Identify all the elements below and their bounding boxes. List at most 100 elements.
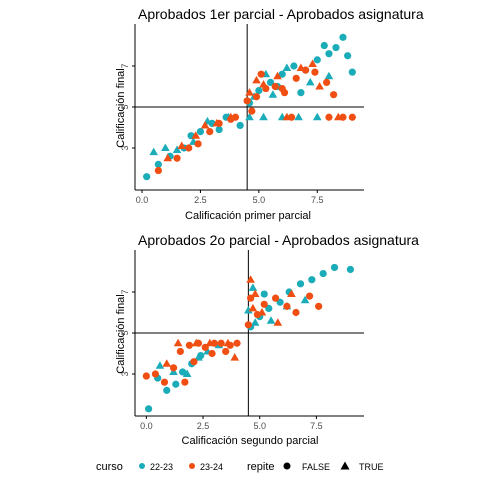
data-point-circle [344, 52, 352, 60]
data-point-triangle [324, 71, 334, 80]
data-point-circle [142, 372, 150, 380]
data-point-triangle [266, 316, 276, 324]
data-point-circle [325, 113, 333, 121]
x-tick-label: 7.5 [310, 421, 323, 431]
x-tick-label: 0.0 [136, 195, 149, 205]
panel-segundo-parcial: Aprobados 2o parcial - Aprobados asignat… [115, 232, 419, 447]
data-point-circle [325, 50, 333, 58]
data-point-circle [163, 386, 171, 394]
data-point-circle [278, 70, 286, 78]
data-point-circle [181, 378, 189, 386]
data-point-circle [233, 339, 241, 347]
data-point-circle [257, 70, 265, 78]
data-point-triangle [223, 338, 233, 347]
x-axis-label: Calificación primer parcial [185, 210, 311, 222]
y-tick-label: 5 [120, 104, 130, 109]
chart-title: Aprobados 2o parcial - Aprobados asignat… [138, 232, 419, 248]
data-point-triangle [273, 71, 282, 80]
y-tick-label: 5 [120, 330, 130, 335]
data-point-circle [292, 308, 300, 317]
data-point-circle [222, 347, 230, 356]
data-point-circle [348, 113, 356, 121]
data-point-circle [311, 68, 319, 76]
legend-label-repite-true: TRUE [359, 462, 384, 472]
data-point-circle [172, 380, 180, 388]
data-point-circle [255, 87, 263, 95]
data-point-circle [320, 41, 328, 50]
data-point-triangle [194, 353, 203, 361]
data-point-triangle [149, 147, 158, 156]
chart-title: Aprobados 1er parcial - Aprobados asigna… [138, 6, 424, 22]
data-point-triangle [244, 305, 253, 314]
legend-label-curso-22-23: 22-23 [150, 462, 173, 472]
x-axis-label: Calificación segundo parcial [182, 435, 319, 447]
data-point-triangle [257, 308, 267, 316]
data-point-circle [315, 302, 323, 310]
legend-title-repite: repite [247, 461, 275, 473]
data-point-triangle [259, 79, 268, 88]
data-point-circle [339, 33, 347, 41]
data-point-triangle [315, 82, 324, 90]
data-point-circle [283, 302, 291, 310]
data-point-circle [330, 263, 339, 272]
data-point-circle [308, 276, 316, 284]
panel-primer-parcial: Aprobados 1er parcial - Aprobados asigna… [115, 6, 424, 222]
data-point-circle [271, 82, 279, 91]
data-point-triangle [248, 303, 258, 312]
data-point-triangle [252, 75, 261, 84]
data-point-triangle [333, 112, 343, 121]
y-axis-label: Calificación final [115, 68, 127, 147]
data-point-circle [215, 125, 223, 134]
data-point-triangle [287, 289, 296, 298]
data-point-circle [154, 160, 162, 168]
x-tick-label: 2.5 [197, 421, 210, 431]
data-point-circle [169, 364, 178, 372]
data-point-triangle [182, 369, 192, 377]
data-point-circle [260, 290, 268, 298]
data-point-triangle [191, 131, 201, 139]
data-point-circle [185, 341, 194, 349]
y-tick-label: 3 [120, 145, 130, 150]
data-point-circle [260, 300, 268, 308]
data-point-circle [176, 347, 184, 356]
data-point-triangle [177, 141, 187, 149]
data-point-circle [243, 97, 251, 105]
data-point-triangle [162, 359, 172, 367]
data-point-triangle [305, 77, 315, 86]
data-point-triangle [191, 338, 201, 347]
legend: curso 22-23 23-24 repite FALSE TRUE [96, 461, 384, 473]
data-point-triangle [312, 112, 322, 121]
data-point-circle [208, 349, 216, 358]
legend-key-curso-23-24 [189, 463, 195, 469]
data-point-triangle [248, 283, 258, 291]
data-point-circle [253, 310, 262, 319]
data-point-triangle [300, 295, 310, 304]
data-point-circle [185, 144, 193, 152]
data-point-circle [266, 78, 275, 87]
data-point-circle [173, 154, 181, 162]
data-point-triangle [212, 118, 222, 127]
data-point-triangle [259, 112, 268, 121]
data-point-circle [305, 292, 314, 300]
data-point-triangle [250, 289, 260, 298]
data-point-circle [319, 269, 327, 278]
data-point-circle [154, 166, 162, 175]
data-point-triangle [226, 112, 236, 121]
data-point-circle [296, 280, 305, 288]
data-point-triangle [200, 120, 210, 129]
data-point-triangle [282, 112, 292, 121]
data-point-triangle [296, 63, 306, 72]
data-point-triangle [155, 361, 165, 369]
data-point-circle [290, 62, 298, 70]
data-point-triangle [282, 63, 292, 72]
data-point-circle [143, 173, 151, 181]
legend-key-repite-false [283, 462, 291, 470]
legend-label-repite-false: FALSE [302, 462, 330, 472]
legend-label-curso-23-24: 23-24 [200, 462, 223, 472]
y-tick-label: 7 [120, 290, 130, 295]
y-tick-label: 3 [120, 371, 130, 376]
data-point-circle [252, 93, 261, 101]
data-point-circle [248, 107, 256, 115]
legend-key-curso-22-23 [139, 463, 145, 469]
